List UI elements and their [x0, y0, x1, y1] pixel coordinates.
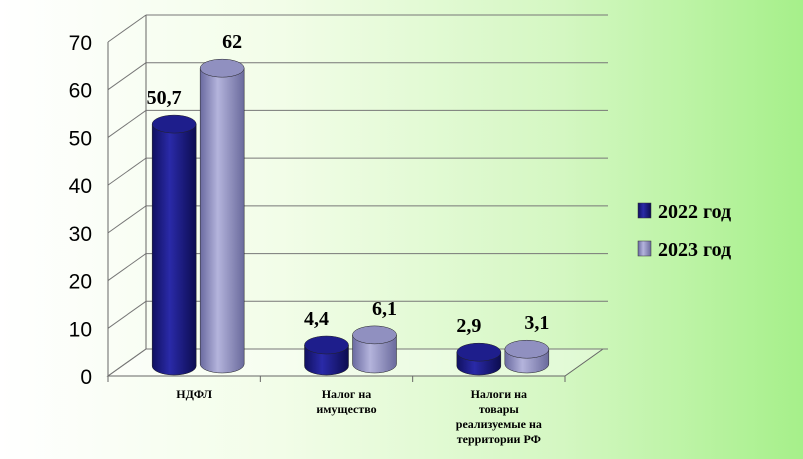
gridline-side: [107, 348, 147, 377]
bar-body: [199, 67, 245, 374]
category-label: Налоги на товары реализуемые на территории …: [456, 387, 542, 446]
y-tick-label: 50: [69, 127, 92, 150]
bar-top: [151, 114, 197, 134]
legend-swatch: [637, 202, 652, 219]
gridline-side: [107, 253, 147, 281]
gridline-side: [107, 62, 147, 91]
y-tick-label: 70: [69, 32, 92, 55]
y-tick-label: 10: [69, 318, 92, 341]
legend-swatch: [637, 240, 652, 257]
chart-bars: [151, 58, 550, 376]
chart-data-labels: 50,7 62 4,4 6,1 2,9 3,1: [147, 31, 550, 337]
y-tick-label: 0: [80, 366, 92, 389]
bar-top: [304, 335, 349, 355]
bar: [456, 342, 502, 376]
y-tick-label: 30: [69, 223, 92, 246]
data-label: 50,7: [147, 87, 182, 109]
data-label: 2,9: [456, 315, 481, 337]
data-label: 62: [222, 31, 242, 53]
chart-category-labels: НДФЛ Налог на имущество Налоги на товары реал…: [176, 387, 542, 446]
y-tick-label: 40: [69, 175, 92, 198]
bar: [504, 339, 550, 374]
category-label: Налог на имущество: [316, 387, 376, 416]
chart-legend: 2022 год 2023 год: [637, 201, 731, 261]
bar-body: [151, 123, 197, 376]
data-label: 4,4: [304, 308, 329, 330]
bar-top: [504, 339, 550, 359]
category-label: НДФЛ: [176, 387, 212, 401]
gridline-side: [107, 110, 147, 138]
gridline-side: [107, 300, 147, 329]
bar: [304, 335, 349, 376]
legend-label: 2022 год: [658, 201, 731, 223]
legend-label: 2023 год: [658, 239, 731, 261]
gridline-side: [107, 14, 147, 43]
bar: [352, 325, 397, 374]
bar-top: [456, 342, 502, 362]
y-tick-label: 60: [69, 80, 92, 103]
gridline-side: [107, 157, 147, 186]
data-label: 3,1: [524, 312, 549, 334]
bar: [151, 114, 197, 376]
gridline-side: [107, 205, 147, 234]
bar-body: [352, 334, 397, 374]
bar: [199, 58, 245, 374]
data-label: 6,1: [372, 298, 397, 320]
bar-top: [352, 325, 397, 345]
y-tick-label: 20: [69, 271, 92, 294]
bar-top: [199, 58, 245, 78]
